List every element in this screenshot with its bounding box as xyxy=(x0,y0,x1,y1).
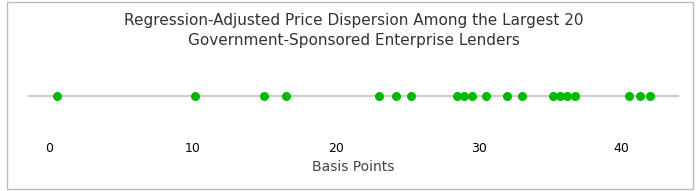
Point xyxy=(623,94,634,97)
Point xyxy=(190,94,201,97)
Point xyxy=(258,94,270,97)
Point xyxy=(562,94,573,97)
Point xyxy=(480,94,491,97)
Point xyxy=(635,94,646,97)
Point xyxy=(502,94,513,97)
Point xyxy=(466,94,477,97)
Point xyxy=(51,94,62,97)
Point xyxy=(547,94,559,97)
Point xyxy=(569,94,580,97)
Point xyxy=(645,94,656,97)
Point xyxy=(516,94,527,97)
Point xyxy=(554,94,566,97)
X-axis label: Basis Points: Basis Points xyxy=(312,160,395,174)
Point xyxy=(373,94,384,97)
Point xyxy=(390,94,401,97)
Point xyxy=(458,94,470,97)
Point xyxy=(452,94,463,97)
Point xyxy=(280,94,291,97)
Point xyxy=(406,94,417,97)
Title: Regression-Adjusted Price Dispersion Among the Largest 20
Government-Sponsored E: Regression-Adjusted Price Dispersion Amo… xyxy=(124,13,583,48)
